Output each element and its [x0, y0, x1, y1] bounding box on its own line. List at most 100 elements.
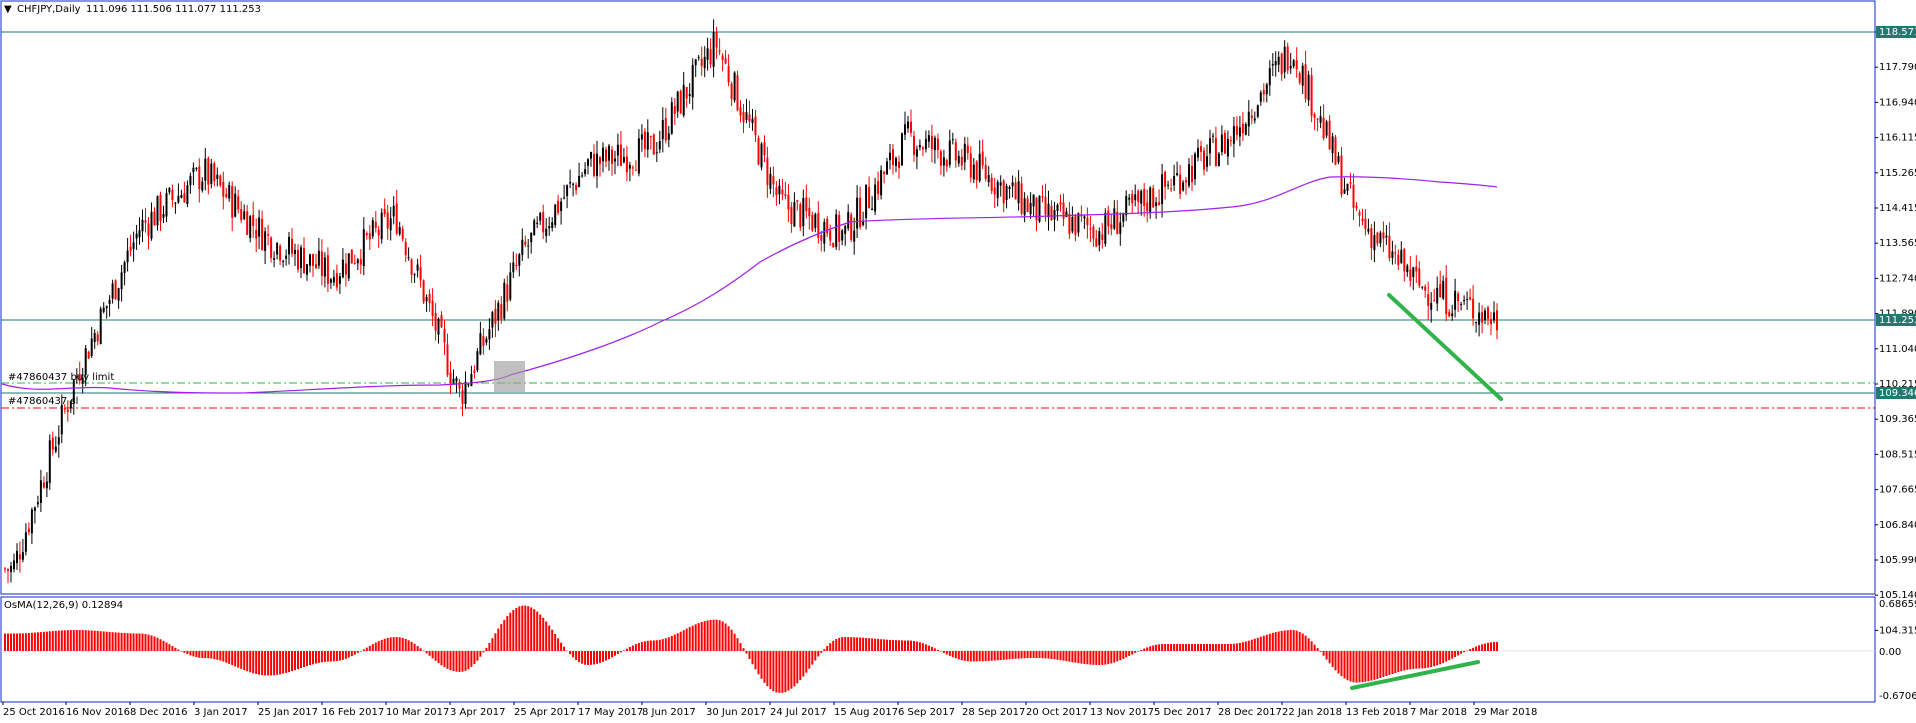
price-trendline[interactable]: [1387, 293, 1503, 401]
osma-bar: [1065, 651, 1068, 662]
osma-bar: [1430, 651, 1433, 668]
order-label-sl[interactable]: #47860437 sl: [8, 396, 78, 407]
candle-body: [676, 91, 679, 112]
osma-bar: [936, 649, 939, 651]
candle-body: [987, 175, 990, 183]
price-axis-label: 104.315: [1879, 625, 1916, 636]
candle-body: [449, 372, 452, 383]
osma-bar: [1194, 644, 1196, 651]
candle-body: [1026, 198, 1029, 212]
symbol-menu-icon[interactable]: ▼: [4, 4, 12, 15]
osma-bar: [153, 636, 156, 651]
osma-bar: [120, 632, 123, 651]
osma-bar: [1265, 634, 1268, 651]
main-chart-panel[interactable]: [0, 0, 1876, 595]
osma-bar: [1152, 645, 1155, 651]
candle-body: [1053, 210, 1056, 220]
osma-bar: [1197, 644, 1199, 651]
candle-body: [1376, 232, 1379, 244]
candle-body: [1229, 140, 1232, 142]
osma-bar: [1409, 651, 1412, 670]
candle-body: [1182, 182, 1185, 191]
osma-histogram: [4, 605, 1498, 693]
osma-bar: [954, 651, 957, 659]
time-axis-label: 13 Nov 2017: [1090, 707, 1154, 718]
osma-bar: [288, 651, 290, 673]
candle-body: [1292, 60, 1295, 67]
osma-bar: [42, 631, 45, 651]
candle-body: [1277, 56, 1280, 65]
candle-body: [1478, 312, 1481, 325]
osma-bar: [939, 651, 942, 652]
candle-body: [745, 112, 748, 120]
osma-bar: [389, 637, 392, 651]
osma-bar: [611, 651, 613, 658]
candle-body: [814, 214, 817, 228]
candle-body: [291, 238, 293, 254]
osma-trendline[interactable]: [1350, 660, 1480, 690]
osma-bar: [868, 638, 871, 651]
candle-body: [640, 134, 643, 140]
candle-body: [760, 143, 763, 168]
osma-bar: [183, 651, 186, 653]
osma-bar: [631, 645, 634, 651]
osma-bar: [1277, 631, 1280, 651]
osma-bar: [1442, 651, 1445, 663]
osma-bar: [1487, 642, 1489, 651]
osma-bar: [557, 638, 560, 651]
candle-body: [350, 249, 353, 264]
osma-bar: [371, 644, 374, 651]
osma-bar: [972, 651, 975, 662]
indicator-panel[interactable]: [0, 596, 1876, 703]
osma-bar: [350, 651, 353, 657]
osma-bar: [1164, 644, 1167, 651]
osma-bar: [646, 640, 649, 651]
candle-body: [557, 200, 560, 213]
osma-bar: [1367, 651, 1370, 682]
osma-bar: [739, 643, 742, 651]
osma-bar: [1053, 651, 1056, 660]
osma-bar: [602, 651, 604, 662]
candle-body: [927, 135, 930, 142]
osma-bar: [374, 642, 377, 651]
osma-bar: [605, 651, 607, 661]
candle-body: [1191, 165, 1193, 183]
osma-bar: [4, 633, 6, 651]
candle-body: [1436, 287, 1439, 304]
candle-body: [700, 58, 703, 66]
candle-body: [237, 196, 240, 210]
order-label-buy-limit[interactable]: #47860437 buy limit: [8, 372, 114, 383]
osma-bar: [619, 651, 622, 653]
candle-body: [1203, 150, 1205, 170]
highlight-box[interactable]: [494, 361, 525, 392]
candle-body: [195, 168, 198, 170]
candle-body: [282, 261, 285, 263]
osma-bar: [766, 651, 769, 687]
candle-body: [231, 186, 234, 218]
candle-body: [1454, 290, 1457, 310]
osma-bar: [999, 651, 1002, 660]
candle-body: [969, 153, 972, 178]
candle-body: [1337, 156, 1340, 163]
osma-bar: [300, 651, 302, 669]
candle-body: [1101, 234, 1104, 241]
osma-bar: [1071, 651, 1074, 663]
candle-body: [213, 163, 216, 182]
candle-body: [1020, 183, 1023, 214]
osma-bar: [1460, 651, 1463, 654]
osma-bar: [102, 631, 105, 651]
candle-body: [829, 230, 832, 241]
candle-body: [910, 121, 912, 133]
candle-body: [581, 175, 584, 177]
candle-body: [554, 204, 557, 225]
candle-body: [410, 259, 413, 275]
candle-body: [1095, 238, 1098, 247]
osma-bar: [1101, 651, 1104, 665]
candle-body: [1241, 123, 1244, 134]
candle-body: [470, 373, 473, 387]
candle-body: [4, 568, 6, 570]
osma-bar: [156, 637, 159, 651]
candle-body: [966, 145, 969, 153]
osma-bar: [682, 630, 685, 651]
